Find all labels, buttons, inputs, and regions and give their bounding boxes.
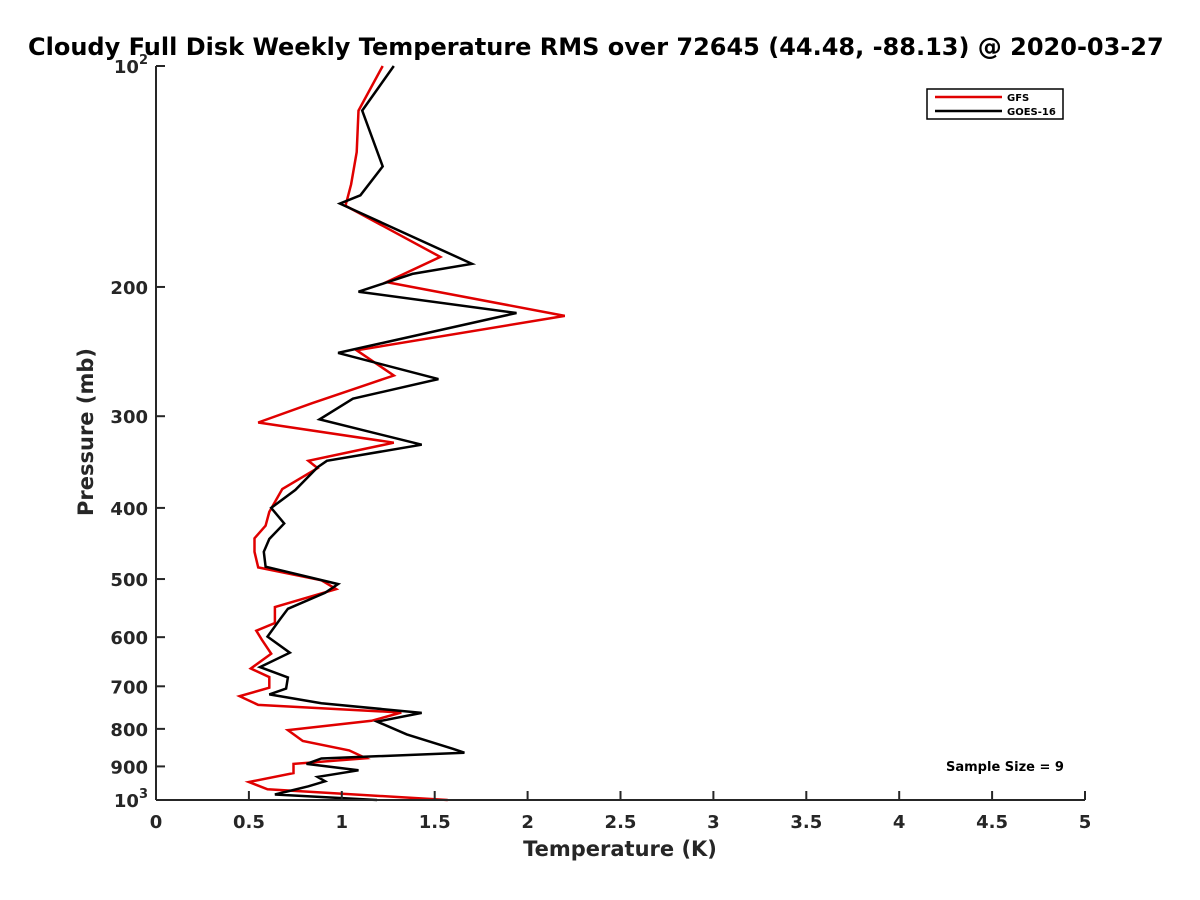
y-tick-label: 700 (110, 677, 148, 698)
x-tick-label: 1 (336, 812, 349, 833)
x-tick-label: 4 (893, 812, 906, 833)
y-tick-label: 400 (110, 499, 148, 520)
x-tick-label: 1.5 (419, 812, 451, 833)
y-tick-label: 300 (110, 407, 148, 428)
y-tick-label: 102 (114, 53, 148, 78)
x-tick-label: 2 (521, 812, 534, 833)
y-tick-label: 103 (114, 787, 148, 812)
legend: GFS GOES-16 (926, 88, 1064, 120)
axes-group: 0 0.5 1 1.5 2 2.5 3 3.5 4 4.5 5 102 200 300 400 500 600 7… (110, 53, 1091, 833)
y-tick-label: 600 (110, 628, 148, 649)
chart-title: Cloudy Full Disk Weekly Temperature RMS … (28, 33, 1164, 61)
x-tick-label: 3.5 (790, 812, 822, 833)
x-tick-label: 4.5 (976, 812, 1008, 833)
y-tick-label: 500 (110, 570, 148, 591)
legend-box (926, 88, 1064, 120)
legend-label-gfs: GFS (1007, 93, 1029, 104)
y-tick-label: 900 (110, 757, 148, 778)
x-tick-label: 2.5 (605, 812, 637, 833)
series-line-goes16 (256, 65, 517, 802)
legend-label-goes16: GOES-16 (1007, 107, 1056, 118)
series-group (236, 65, 566, 802)
x-tick-label: 3 (707, 812, 720, 833)
x-tick-label: 0 (150, 812, 163, 833)
y-axis-label: Pressure (mb) (74, 348, 98, 516)
series-line-gfs (236, 65, 566, 802)
x-tick-label: 5 (1079, 812, 1092, 833)
x-axis-label: Temperature (K) (523, 837, 717, 861)
x-tick-label: 0.5 (233, 812, 265, 833)
y-tick-label: 200 (110, 278, 148, 299)
sample-size-annotation: Sample Size = 9 (946, 760, 1064, 775)
y-tick-label: 800 (110, 720, 148, 741)
